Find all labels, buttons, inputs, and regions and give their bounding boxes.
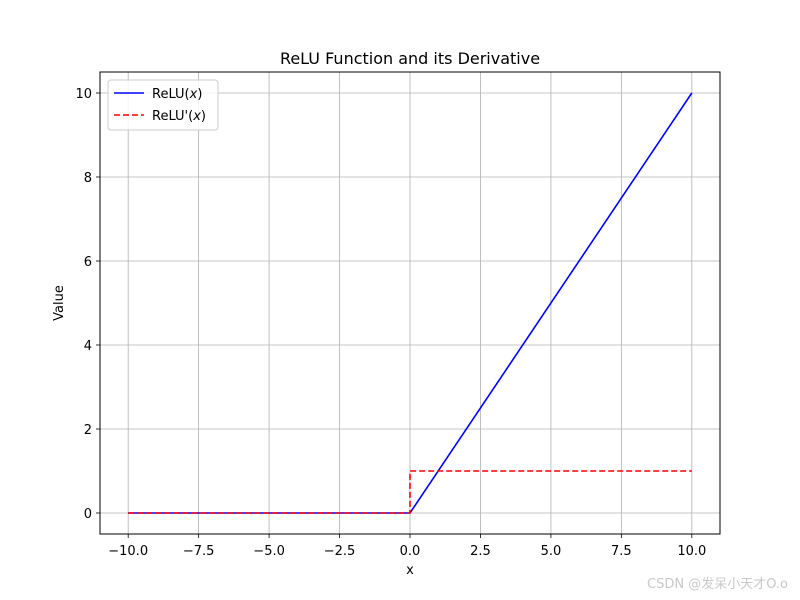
y-tick-label: 6 bbox=[84, 255, 92, 270]
chart-title: ReLU Function and its Derivative bbox=[280, 49, 540, 68]
x-tick-label: −7.5 bbox=[183, 544, 215, 559]
x-tick-label: 2.5 bbox=[470, 544, 491, 559]
y-tick-label: 2 bbox=[84, 423, 92, 438]
plot-area bbox=[128, 92, 693, 514]
legend: ReLU(x) ReLU'(x) bbox=[107, 79, 219, 131]
x-tick-label: −5.0 bbox=[253, 544, 285, 559]
x-tick-label: −2.5 bbox=[324, 544, 356, 559]
watermark: CSDN @发呆小天才O.o bbox=[647, 577, 788, 592]
x-tick-label: 7.5 bbox=[611, 544, 632, 559]
y-tick-label: 4 bbox=[84, 339, 92, 354]
x-tick-label: 10.0 bbox=[677, 544, 706, 559]
legend-label: ReLU'(x) bbox=[152, 109, 206, 124]
x-tick-label: −10.0 bbox=[108, 544, 148, 559]
legend-label: ReLU(x) bbox=[152, 87, 202, 102]
x-tick-label: 0.0 bbox=[400, 544, 421, 559]
x-axis-label: x bbox=[406, 563, 414, 578]
axis-ticks: −10.0 −7.5 −5.0 −2.5 0.0 2.5 5.0 7.5 10.0 0 2 4 6 8 10 bbox=[75, 87, 706, 559]
x-tick-label: 5.0 bbox=[541, 544, 562, 559]
relu-derivative-line bbox=[128, 470, 692, 514]
y-tick-label: 0 bbox=[84, 507, 92, 522]
y-axis-label: Value bbox=[52, 285, 67, 321]
y-tick-label: 8 bbox=[84, 171, 92, 186]
grid bbox=[100, 72, 720, 534]
y-tick-label: 10 bbox=[75, 87, 92, 102]
